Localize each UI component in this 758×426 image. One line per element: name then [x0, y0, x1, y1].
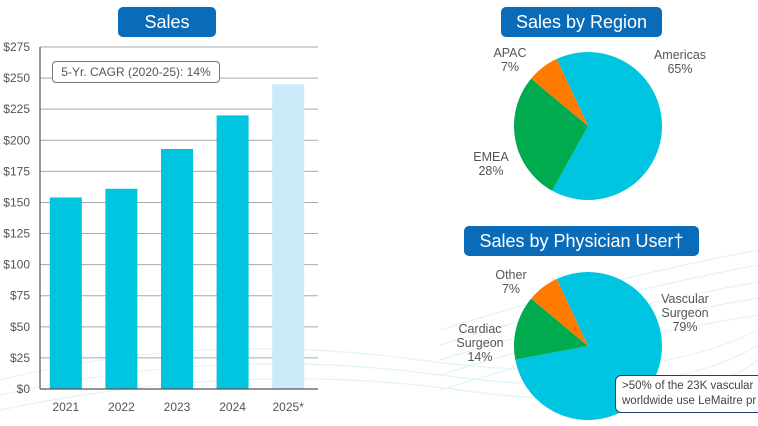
label-cardiac-line1: Cardiac [458, 322, 502, 336]
label-americas-name: Americas [653, 48, 707, 62]
y-tick-label: $225 [3, 102, 30, 116]
label-emea: EMEA 28% [466, 150, 516, 178]
label-emea-name: EMEA [473, 150, 509, 164]
y-tick-label: $175 [3, 164, 30, 178]
label-other-value: 7% [501, 282, 521, 296]
label-apac-name: APAC [493, 46, 527, 60]
x-tick-label: 2023 [164, 400, 191, 414]
cagr-annotation: 5-Yr. CAGR (2020-25): 14% [52, 61, 220, 83]
y-tick-label: $150 [3, 195, 30, 209]
region-chart-title: Sales by Region [501, 7, 662, 37]
bar-2023 [161, 148, 193, 389]
pie-slice-americas [552, 52, 662, 201]
label-cardiac-value: 14% [467, 350, 493, 364]
label-cardiac-line2: Surgeon [456, 336, 504, 350]
y-tick-label: $200 [3, 133, 30, 147]
label-other-name: Other [495, 268, 527, 282]
y-tick-label: $125 [3, 227, 30, 241]
bar-2025 [272, 84, 305, 390]
physician-chart-title: Sales by Physician User† [464, 226, 699, 256]
y-tick-label: $75 [10, 289, 30, 303]
pie-slice-emea [514, 78, 588, 191]
y-tick-label: $250 [3, 71, 30, 85]
y-tick-label: $50 [10, 320, 30, 334]
label-vascular-line1: Vascular [661, 292, 709, 306]
label-apac-value: 7% [500, 60, 520, 74]
label-vascular: Vascular Surgeon 79% [645, 292, 725, 334]
x-tick-label: 2022 [108, 400, 135, 414]
callout-line2: worldwide use LeMaitre pr [622, 395, 757, 407]
region-pie-chart [514, 52, 662, 201]
x-tick-label: 2021 [52, 400, 79, 414]
y-tick-label: $275 [3, 40, 30, 54]
label-apac: APAC 7% [490, 46, 530, 74]
label-americas: Americas 65% [640, 48, 720, 76]
x-tick-label: 2024 [219, 400, 246, 414]
bar-2021 [49, 197, 82, 389]
pie-slice-other [531, 278, 588, 346]
y-tick-label: $25 [10, 351, 30, 365]
label-emea-value: 28% [478, 164, 504, 178]
bar-2024 [216, 115, 249, 390]
y-tick-label: $0 [17, 382, 31, 396]
callout-line1: >50% of the 23K vascular [622, 380, 754, 392]
label-cardiac: Cardiac Surgeon 14% [450, 322, 510, 364]
pie-slice-cardiac-surgeon [514, 298, 588, 360]
x-tick-label: 2025* [273, 400, 305, 414]
label-vascular-value: 79% [672, 320, 698, 334]
label-other: Other 7% [490, 268, 532, 296]
sales-chart-title: Sales [118, 7, 216, 37]
label-vascular-line2: Surgeon [661, 306, 709, 320]
vascular-surgeon-callout: >50% of the 23K vascular worldwide use L… [615, 375, 758, 413]
y-tick-label: $100 [3, 258, 30, 272]
pie-slice-apac [531, 58, 588, 126]
bar-2022 [105, 188, 138, 389]
label-americas-value: 65% [667, 62, 693, 76]
